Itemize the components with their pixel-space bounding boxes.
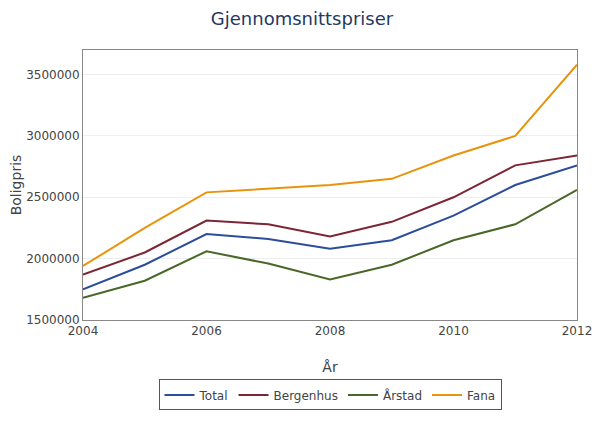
svg-text:2006: 2006 bbox=[191, 324, 222, 338]
svg-text:Fana: Fana bbox=[467, 389, 495, 403]
svg-text:Årstad: Årstad bbox=[383, 388, 422, 403]
svg-text:2010: 2010 bbox=[438, 324, 469, 338]
svg-text:3500000: 3500000 bbox=[26, 68, 79, 82]
svg-text:Boligpris: Boligpris bbox=[8, 155, 24, 216]
svg-text:2500000: 2500000 bbox=[26, 190, 79, 204]
svg-text:År: År bbox=[322, 359, 338, 375]
svg-text:2008: 2008 bbox=[315, 324, 346, 338]
svg-text:Bergenhus: Bergenhus bbox=[274, 389, 338, 403]
svg-text:Total: Total bbox=[199, 389, 228, 403]
svg-text:Gjennomsnittspriser: Gjennomsnittspriser bbox=[211, 8, 394, 29]
svg-text:1500000: 1500000 bbox=[26, 313, 79, 327]
svg-text:2012: 2012 bbox=[562, 324, 593, 338]
svg-text:2004: 2004 bbox=[68, 324, 99, 338]
svg-text:3000000: 3000000 bbox=[26, 129, 79, 143]
svg-text:2000000: 2000000 bbox=[26, 252, 79, 266]
